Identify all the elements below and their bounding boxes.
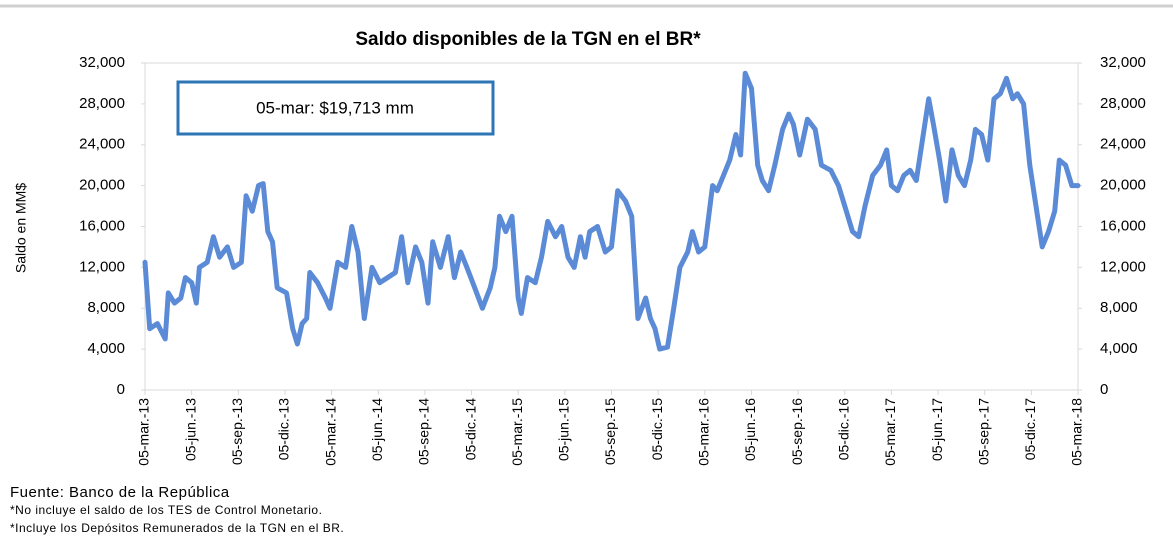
x-tick-label: 05-sep.-14	[416, 398, 432, 465]
x-tick-label: 05-sep.-16	[789, 398, 805, 465]
y2-tick-label: 20,000	[1100, 177, 1146, 194]
x-tick-label: 05-mar.-16	[696, 398, 712, 466]
x-tick-label: 05-mar.-17	[882, 398, 898, 466]
y-tick-label: 16,000	[79, 217, 125, 234]
y2-tick-label: 4,000	[1100, 340, 1138, 357]
y2-tick-label: 28,000	[1100, 95, 1146, 112]
y2-tick-label: 24,000	[1100, 136, 1146, 153]
annotation: 05-mar: $19,713 mm	[256, 98, 414, 117]
x-tick-label: 05-jun.-17	[929, 398, 945, 461]
x-tick-label: 05-sep.-15	[602, 398, 618, 465]
data-line	[142, 70, 1081, 352]
x-tick-label: 05-dic.-15	[649, 398, 665, 460]
x-tick-label: 05-dic.-17	[1022, 398, 1038, 460]
x-tick-label: 05-dic.-13	[276, 398, 292, 460]
y2-tick-label: 16,000	[1100, 217, 1146, 234]
source: Fuente: Banco de la República	[10, 484, 230, 501]
x-tick-label: 05-mar.-15	[509, 398, 525, 466]
x-tick-label: 05-dic.-16	[835, 398, 851, 460]
annotation-box	[176, 80, 495, 136]
y-tick-label: 12,000	[79, 258, 125, 275]
note: *No incluye el saldo de los TES de Contr…	[10, 503, 322, 517]
note: *Incluye los Depósitos Remunerados de la…	[10, 521, 344, 535]
y2-tick-label: 8,000	[1100, 299, 1138, 316]
y2-tick-label: 0	[1100, 381, 1108, 398]
y-tick-label: 24,000	[79, 136, 125, 153]
x-tick-label: 05-mar.-14	[322, 398, 338, 466]
y-axis-label: Saldo en MM$	[13, 183, 29, 273]
x-tick-label: 05-jun.-15	[556, 398, 572, 461]
y-tick-label: 0	[117, 381, 125, 398]
x-tick-label: 05-sep.-13	[229, 398, 245, 465]
y2-tick-label: 12,000	[1100, 258, 1146, 275]
chart-title: Saldo disponibles de la TGN en el BR*	[355, 29, 701, 50]
x-tick-label: 05-mar.-13	[136, 398, 152, 466]
y-tick-label: 32,000	[79, 54, 125, 71]
y-tick-label: 28,000	[79, 95, 125, 112]
x-tick-label: 05-sep.-17	[975, 398, 991, 465]
x-tick-label: 05-mar.-18	[1069, 398, 1085, 466]
y-tick-label: 8,000	[87, 299, 125, 316]
x-tick-label: 05-dic.-14	[462, 398, 478, 460]
x-tick-label: 05-jun.-13	[182, 398, 198, 461]
x-tick-label: 05-jun.-16	[742, 398, 758, 461]
y2-tick-label: 32,000	[1100, 54, 1146, 71]
x-tick-label: 05-jun.-14	[369, 398, 385, 461]
y-tick-label: 20,000	[79, 177, 125, 194]
y-tick-label: 4,000	[87, 340, 125, 357]
